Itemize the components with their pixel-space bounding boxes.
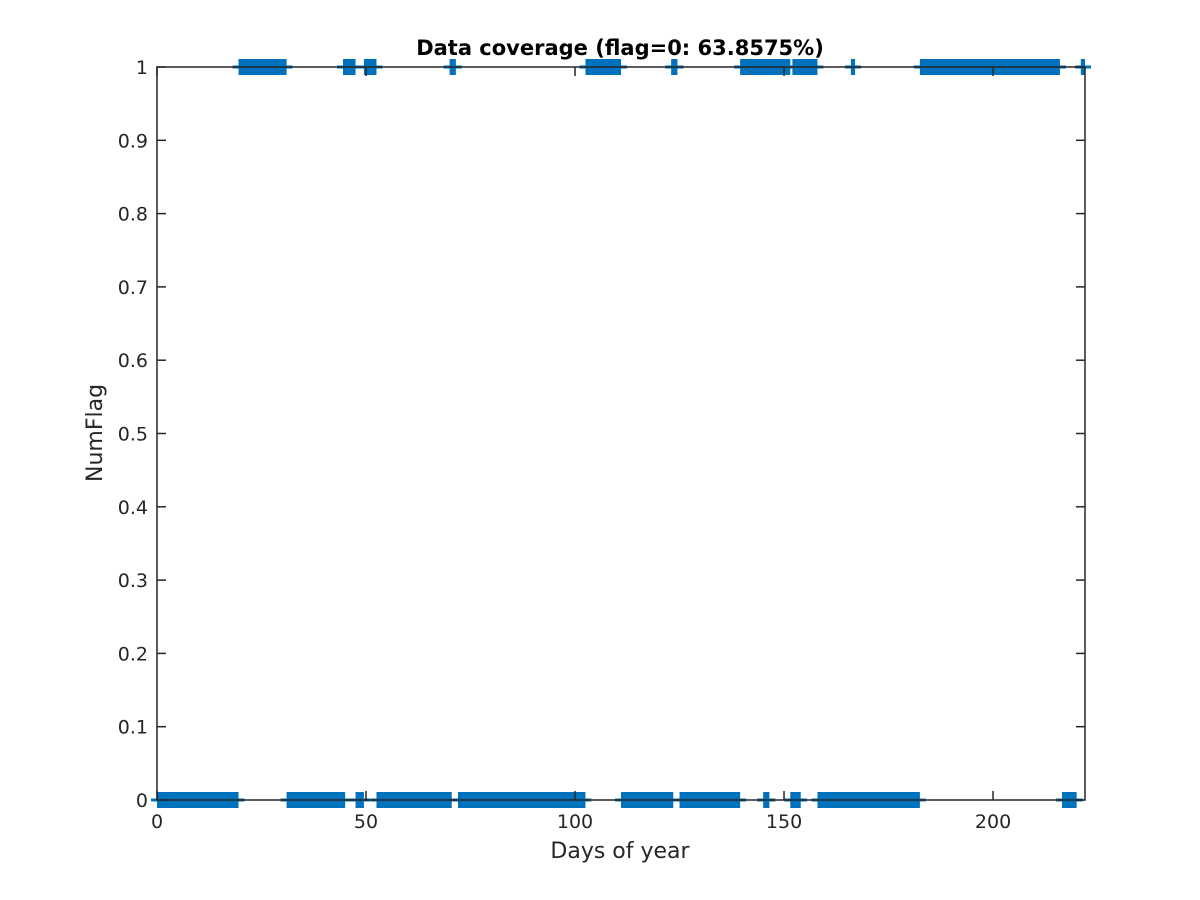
y-tick-label: 0.9 (118, 130, 148, 152)
y-tick-label: 0.7 (118, 277, 148, 299)
y-tick-label: 0.1 (118, 717, 148, 739)
y-tick-label: 0 (136, 790, 148, 812)
y-tick-label: 0.3 (118, 570, 148, 592)
y-tick-label: 0.4 (118, 497, 148, 519)
chart-title: Data coverage (flag=0: 63.8575%) (416, 36, 824, 60)
y-axis-ticks: 0 0.1 0.2 0.3 0.4 0.5 0.6 0.7 0.8 0.9 1 (118, 57, 1085, 812)
y-tick-label: 0.2 (118, 643, 148, 665)
x-tick-label: 0 (151, 811, 163, 833)
x-axis-label: Days of year (550, 839, 690, 864)
y-tick-label: 1 (136, 57, 148, 79)
y-axis-label: NumFlag (83, 384, 108, 482)
x-tick-label: 100 (557, 811, 593, 833)
y-tick-label: 0.8 (118, 204, 148, 226)
y-tick-label: 0.5 (118, 424, 148, 446)
x-tick-label: 150 (766, 811, 802, 833)
y-tick-label: 0.6 (118, 350, 148, 372)
x-tick-label: 200 (975, 811, 1011, 833)
x-tick-label: 50 (354, 811, 378, 833)
x-axis-ticks: 0 50 100 150 200 (151, 67, 1011, 833)
